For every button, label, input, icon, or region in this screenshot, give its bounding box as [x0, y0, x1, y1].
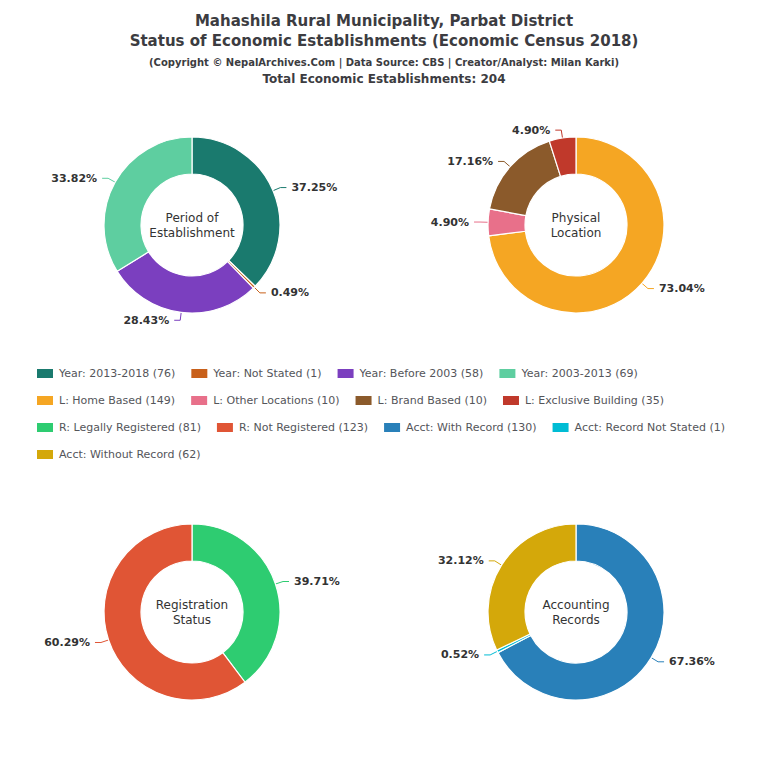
svg-text:Status of Economic Establishme: Status of Economic Establishments (Econo…: [130, 32, 639, 50]
svg-text:28.43%: 28.43%: [123, 314, 169, 327]
svg-text:Establishment: Establishment: [149, 226, 235, 240]
svg-text:4.90%: 4.90%: [512, 124, 550, 137]
svg-text:32.12%: 32.12%: [438, 554, 484, 567]
svg-text:Year: Before 2003 (58): Year: Before 2003 (58): [359, 367, 484, 380]
svg-text:Acct: Without Record (62): Acct: Without Record (62): [59, 448, 201, 461]
svg-text:Year: Not Stated (1): Year: Not Stated (1): [212, 367, 321, 380]
svg-text:17.16%: 17.16%: [447, 155, 493, 168]
svg-text:33.82%: 33.82%: [51, 172, 97, 185]
svg-text:Accounting: Accounting: [542, 598, 609, 612]
svg-text:(Copyright © NepalArchives.Com: (Copyright © NepalArchives.Com | Data So…: [149, 57, 619, 69]
svg-text:37.25%: 37.25%: [291, 181, 337, 194]
svg-text:0.52%: 0.52%: [441, 648, 479, 661]
svg-text:Year: 2013-2018 (76): Year: 2013-2018 (76): [58, 367, 175, 380]
svg-text:L: Brand Based (10): L: Brand Based (10): [378, 394, 487, 407]
svg-text:Acct: With Record (130): Acct: With Record (130): [406, 421, 537, 434]
svg-text:Physical: Physical: [552, 211, 601, 225]
svg-text:4.90%: 4.90%: [431, 216, 469, 229]
svg-text:R: Legally Registered (81): R: Legally Registered (81): [59, 421, 201, 434]
svg-text:Registration: Registration: [156, 598, 228, 612]
svg-text:R: Not Registered (123): R: Not Registered (123): [239, 421, 368, 434]
svg-text:L: Exclusive Building (35): L: Exclusive Building (35): [525, 394, 664, 407]
svg-text:L: Other Locations (10): L: Other Locations (10): [213, 394, 339, 407]
svg-text:L: Home Based (149): L: Home Based (149): [59, 394, 175, 407]
svg-text:Total Economic Establishments:: Total Economic Establishments: 204: [263, 72, 506, 86]
svg-text:39.71%: 39.71%: [294, 575, 340, 588]
svg-text:60.29%: 60.29%: [44, 636, 90, 649]
svg-text:0.49%: 0.49%: [271, 286, 309, 299]
svg-text:Period of: Period of: [166, 211, 220, 225]
svg-text:73.04%: 73.04%: [659, 282, 705, 295]
svg-text:Mahashila Rural Municipality,: Mahashila Rural Municipality, Parbat Dis…: [195, 12, 573, 30]
svg-text:Status: Status: [173, 613, 211, 627]
svg-text:Year: 2003-2013 (69): Year: 2003-2013 (69): [520, 367, 637, 380]
svg-text:Acct: Record Not Stated (1): Acct: Record Not Stated (1): [575, 421, 725, 434]
svg-text:67.36%: 67.36%: [669, 655, 715, 668]
svg-text:Records: Records: [552, 613, 600, 627]
svg-text:Location: Location: [551, 226, 602, 240]
